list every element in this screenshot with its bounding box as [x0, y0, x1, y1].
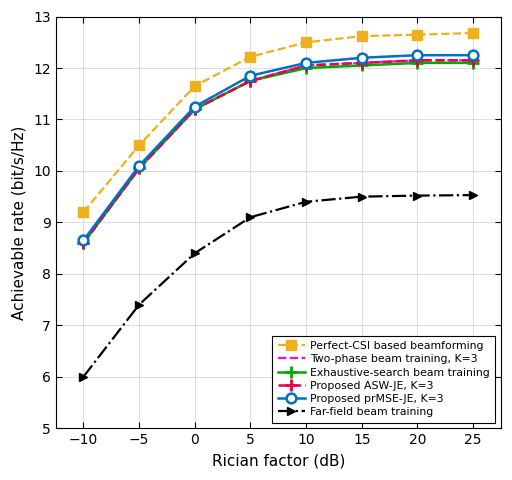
Exhaustive-search beam training — [80, 240, 87, 246]
Exhaustive-search beam training — [359, 62, 365, 68]
Proposed prMSE-JE, K=3 — [80, 238, 87, 243]
Perfect-CSI based beamforming — [80, 209, 87, 215]
Far-field beam training — [191, 251, 198, 256]
Proposed ASW-JE, K=3 — [247, 78, 253, 84]
Line: Proposed ASW-JE, K=3: Proposed ASW-JE, K=3 — [77, 54, 479, 249]
Perfect-CSI based beamforming — [136, 142, 142, 148]
Far-field beam training — [303, 199, 309, 204]
Proposed prMSE-JE, K=3 — [359, 55, 365, 60]
Proposed ASW-JE, K=3 — [470, 58, 476, 63]
Proposed prMSE-JE, K=3 — [191, 104, 198, 109]
Proposed prMSE-JE, K=3 — [247, 73, 253, 79]
Exhaustive-search beam training — [136, 166, 142, 171]
Exhaustive-search beam training — [303, 65, 309, 71]
Line: Two-phase beam training, K=3: Two-phase beam training, K=3 — [83, 60, 473, 243]
Proposed prMSE-JE, K=3 — [470, 52, 476, 58]
Y-axis label: Achievable rate (bit/s/Hz): Achievable rate (bit/s/Hz) — [11, 125, 26, 320]
Proposed ASW-JE, K=3 — [303, 62, 309, 68]
Perfect-CSI based beamforming — [359, 33, 365, 39]
Proposed prMSE-JE, K=3 — [303, 60, 309, 66]
Two-phase beam training, K=3 — [191, 106, 198, 112]
Perfect-CSI based beamforming — [414, 32, 420, 37]
Proposed prMSE-JE, K=3 — [136, 163, 142, 168]
Two-phase beam training, K=3 — [303, 62, 309, 68]
Two-phase beam training, K=3 — [359, 60, 365, 66]
Line: Perfect-CSI based beamforming: Perfect-CSI based beamforming — [79, 28, 478, 217]
Perfect-CSI based beamforming — [191, 83, 198, 89]
Proposed ASW-JE, K=3 — [136, 166, 142, 171]
Two-phase beam training, K=3 — [414, 58, 420, 63]
Far-field beam training — [470, 192, 476, 198]
Two-phase beam training, K=3 — [247, 78, 253, 84]
Proposed ASW-JE, K=3 — [80, 240, 87, 246]
Exhaustive-search beam training — [414, 60, 420, 66]
Far-field beam training — [247, 215, 253, 220]
Line: Proposed prMSE-JE, K=3: Proposed prMSE-JE, K=3 — [79, 50, 478, 245]
Perfect-CSI based beamforming — [247, 54, 253, 60]
Proposed ASW-JE, K=3 — [414, 58, 420, 63]
X-axis label: Rician factor (dB): Rician factor (dB) — [211, 454, 345, 469]
Proposed prMSE-JE, K=3 — [414, 52, 420, 58]
Far-field beam training — [359, 194, 365, 200]
Legend: Perfect-CSI based beamforming, Two-phase beam training, K=3, Exhaustive-search b: Perfect-CSI based beamforming, Two-phase… — [272, 336, 496, 423]
Two-phase beam training, K=3 — [136, 166, 142, 171]
Far-field beam training — [136, 302, 142, 308]
Perfect-CSI based beamforming — [303, 39, 309, 45]
Two-phase beam training, K=3 — [80, 240, 87, 246]
Exhaustive-search beam training — [191, 106, 198, 112]
Two-phase beam training, K=3 — [470, 58, 476, 63]
Proposed ASW-JE, K=3 — [191, 106, 198, 112]
Proposed ASW-JE, K=3 — [359, 60, 365, 66]
Exhaustive-search beam training — [247, 78, 253, 84]
Far-field beam training — [414, 193, 420, 199]
Perfect-CSI based beamforming — [470, 30, 476, 36]
Line: Exhaustive-search beam training: Exhaustive-search beam training — [77, 57, 479, 249]
Line: Far-field beam training: Far-field beam training — [79, 191, 477, 381]
Far-field beam training — [80, 374, 87, 380]
Exhaustive-search beam training — [470, 60, 476, 66]
